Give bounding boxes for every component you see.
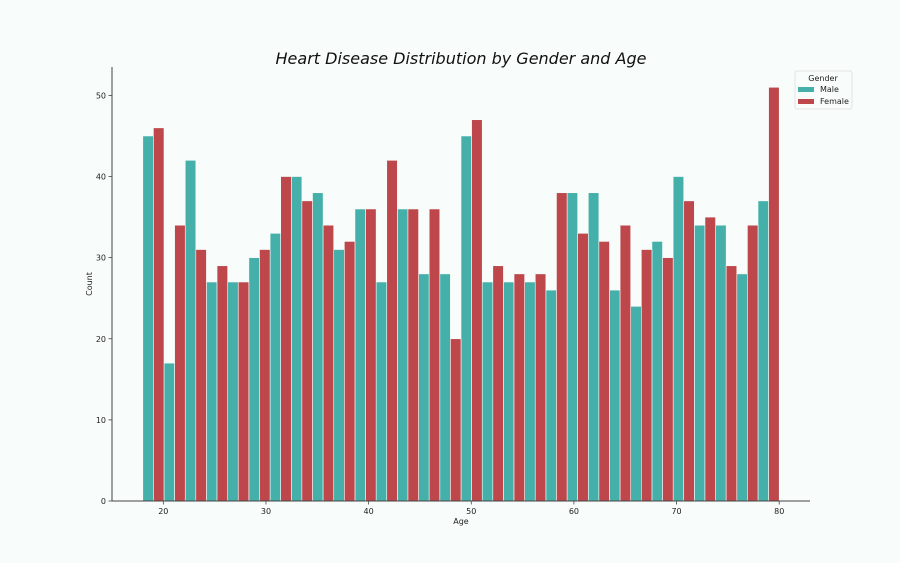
bar-female-23 [641,249,653,502]
bar-male-14 [439,273,451,502]
legend-label-female: Female [820,97,849,106]
bar-male-1 [163,362,175,502]
bar-female-28 [747,224,759,502]
bar-male-11 [375,281,388,502]
bar-male-18 [524,281,536,502]
bar-female-6 [280,176,292,502]
bar-female-4 [237,281,250,502]
x-tick-label: 60 [569,507,579,516]
x-tick-label: 50 [466,507,476,516]
bar-female-12 [407,208,419,502]
bar-male-28 [736,273,748,502]
bar-female-14 [450,338,462,502]
bar-male-7 [290,176,303,502]
x-tick-label: 30 [261,507,271,516]
bar-male-12 [397,208,409,502]
x-tick-label: 70 [671,507,681,516]
bar-female-5 [259,249,271,502]
bar-female-2 [195,249,207,502]
legend-swatch-female [798,99,814,104]
bar-female-29 [768,86,780,502]
bar-female-0 [153,127,165,502]
bar-female-18 [534,273,547,502]
bar-male-3 [206,281,218,502]
bar-female-17 [513,273,525,502]
bar-male-5 [248,257,260,502]
bar-male-4 [227,281,239,502]
legend-swatch-male [798,87,814,92]
bar-female-22 [619,224,632,502]
bar-male-9 [333,249,345,502]
legend-label-male: Male [820,85,839,94]
bar-female-15 [471,119,483,502]
y-axis-label: Count [85,272,94,296]
bar-female-24 [662,257,674,502]
bar-male-17 [503,281,515,502]
bar-male-24 [651,241,663,502]
bar-male-22 [609,289,621,502]
bar-female-26 [704,216,716,502]
bar-male-19 [545,289,557,502]
bar-female-21 [598,241,610,502]
x-tick-label: 20 [158,507,168,516]
bar-male-27 [715,224,727,502]
bar-male-6 [269,232,281,502]
bar-male-13 [418,273,430,502]
x-ticks: 20 30 40 50 60 70 80 [158,501,784,516]
bar-male-26 [694,224,706,502]
axes [111,67,810,502]
bar-female-8 [322,224,335,502]
bar-male-20 [566,192,578,502]
y-tick-label: 20 [96,335,106,344]
x-axis-label: Age [453,517,469,526]
bar-female-20 [577,232,589,502]
bar-male-0 [142,135,154,502]
bar-male-8 [312,192,324,502]
y-ticks: 0 10 20 30 40 50 [96,91,112,506]
bar-female-9 [344,241,356,502]
bar-female-19 [556,192,568,502]
bars-group [142,86,780,502]
bar-male-21 [587,192,600,502]
y-tick-label: 50 [96,91,106,100]
bar-male-23 [630,306,642,502]
y-tick-label: 30 [96,254,106,263]
bar-male-10 [354,208,366,502]
y-tick-label: 40 [96,173,106,182]
bar-male-29 [757,200,769,502]
chart-title: Heart Disease Distribution by Gender and… [276,49,647,68]
legend-title: Gender [808,74,838,83]
bar-male-16 [481,281,494,502]
bar-female-11 [386,159,398,502]
x-tick-label: 40 [364,507,374,516]
bar-male-25 [672,176,685,502]
y-tick-label: 0 [101,497,106,506]
bar-female-10 [365,208,377,502]
bar-female-7 [301,200,313,502]
legend: Gender Male Female [794,70,853,110]
bar-female-27 [725,265,738,502]
bar-male-2 [184,159,197,502]
x-tick-label: 80 [774,507,784,516]
bar-female-1 [174,224,186,502]
bar-female-13 [428,208,441,502]
bar-female-16 [492,265,504,502]
bar-female-25 [683,200,695,502]
y-tick-label: 10 [96,416,106,425]
bar-male-15 [460,135,472,502]
bar-female-3 [216,265,228,502]
